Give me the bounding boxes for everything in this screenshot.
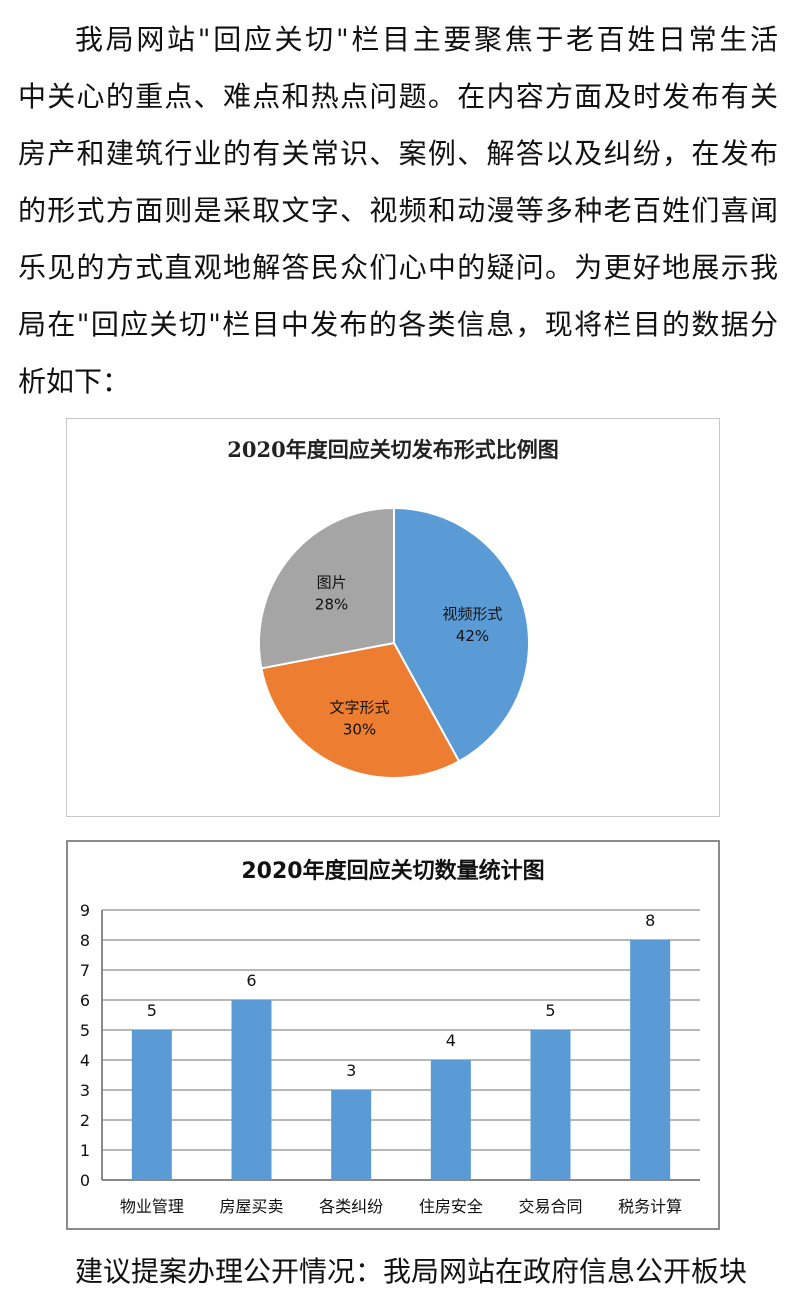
bar-data-label: 3 [346,1061,356,1080]
bar-data-label: 8 [645,911,655,930]
pie-chart-container: 2020年度回应关切发布形式比例图视频形式 42% 文字形式 30% 图片 28% [66,418,720,817]
paragraph-line: 房产和建筑行业的有关常识、案例、解答以及纠纷，在发布 [18,137,778,170]
bar-data-label: 5 [147,1001,157,1020]
y-tick-label: 4 [80,1051,90,1070]
y-tick-label: 0 [80,1171,90,1190]
pie-slice-label: 图片 [317,573,347,591]
bar [231,1000,272,1180]
paragraph-line: 乐见的方式直观地解答民众们心中的疑问。为更好地展示我 [18,251,778,284]
paragraph-line: 的形式方面则是采取文字、视频和动漫等多种老百姓们喜闻 [18,194,778,227]
x-category-label: 房屋买卖 [219,1197,283,1216]
bar-chart: 2020年度回应关切数量统计图 0 1 2 3 4 5 6 7 8 9 5 物业管理 6 房屋买卖 3 各类纠纷… [80,858,700,1216]
pie-slice-label: 文字形式 [330,698,390,716]
pie-slice-percent: 30% [343,720,376,738]
y-tick-label: 2 [80,1111,90,1130]
y-tick-label: 6 [80,991,90,1010]
x-category-label: 住房安全 [419,1197,483,1216]
pie-slice-label: 视频形式 [442,605,502,623]
paragraph-line: 我局网站"回应关切"栏目主要聚焦于老百姓日常生活 [75,23,778,56]
paragraph-line: 局在"回应关切"栏目中发布的各类信息，现将栏目的数据分 [18,308,778,341]
pie-slice [258,506,395,670]
pie-slice-percent: 28% [315,595,348,613]
bar [430,1060,471,1180]
y-tick-label: 3 [80,1081,90,1100]
bar-data-label: 5 [545,1001,555,1020]
pie-slice-percent: 42% [456,627,489,645]
pie-slice [393,506,530,763]
bar-chart-title: 2020年度回应关切数量统计图 [241,858,544,884]
y-tick-label: 9 [80,901,90,920]
bar [530,1030,571,1180]
bar-data-label: 6 [246,971,256,990]
paragraph-line: 中关心的重点、难点和热点问题。在内容方面及时发布有关 [18,80,778,113]
pie-slice [260,641,461,779]
bar [131,1030,172,1180]
bar [331,1090,372,1180]
footer-text-line: 建议提案办理公开情况：我局网站在政府信息公开板块 [75,1255,748,1288]
bar-chart-container: 2020年度回应关切数量统计图 0 1 2 3 4 5 6 7 8 9 5 物业管理 6 房屋买卖 3 各类纠纷… [66,840,720,1230]
x-category-label: 各类纠纷 [319,1197,383,1216]
y-tick-label: 8 [80,931,90,950]
x-category-label: 税务计算 [618,1197,682,1216]
y-tick-label: 5 [80,1021,90,1040]
bar [630,940,671,1180]
x-category-label: 交易合同 [518,1197,582,1216]
x-category-label: 物业管理 [120,1197,184,1216]
pie-chart-title: 2020年度回应关切发布形式比例图 [227,437,558,462]
paragraph-line: 析如下： [18,365,131,398]
bar-data-label: 4 [446,1031,456,1050]
y-tick-label: 7 [80,961,90,980]
y-tick-label: 1 [80,1141,90,1160]
